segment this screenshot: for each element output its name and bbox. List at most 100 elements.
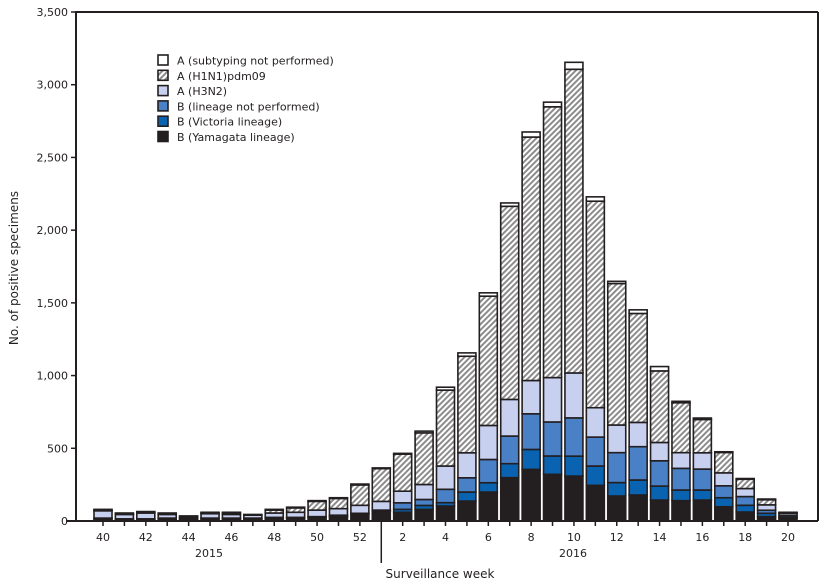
bar-week-12 [606,280,627,522]
bar-segment-a-h3n2- [671,451,691,470]
bar-segment-b-lineage-not-performed- [457,477,477,493]
legend-label: B (Victoria lineage) [177,116,282,129]
bar-segment-b-lineage-not-performed- [692,468,713,491]
bar-week-13 [628,309,648,522]
bar-segment-a-subtyping-not-performed- [200,511,220,514]
bar-segment-a-subtyping-not-performed- [157,512,178,515]
bar-week-51 [328,496,349,522]
bar-segment-a-h3n2- [606,424,627,454]
bar-week-40 [93,508,113,522]
bar-segment-b-yamagata-lineage- [371,510,392,522]
bar-segment-a-h1n1-pdm09 [735,478,755,490]
bar-week-48 [264,508,285,522]
bar-week-49 [285,506,306,522]
bar-segment-b-lineage-not-performed- [671,467,691,491]
bar-segment-a-subtyping-not-performed- [606,280,627,285]
bar-segment-b-yamagata-lineage- [542,473,563,522]
plot-frame [76,11,819,521]
bar-segment-b-yamagata-lineage- [671,499,691,522]
bar-segment-b-lineage-not-performed- [478,458,499,484]
bar-segment-b-victoria-lineage- [564,455,584,477]
bar-segment-a-h3n2- [328,507,349,516]
bar-segment-b-lineage-not-performed- [628,445,648,481]
bar-week-20 [778,511,798,522]
y-tick-label: 2,000 [37,224,69,237]
bar-week-15 [671,400,691,522]
bar-segment-a-h1n1-pdm09 [713,451,734,474]
x-tick-label: 12 [610,531,624,544]
bar-segment-a-h1n1-pdm09 [328,497,349,510]
bar-segment-a-subtyping-not-performed- [328,496,349,500]
bar-segment-a-h1n1-pdm09 [564,68,584,374]
y-tick-label: 3,000 [37,79,69,92]
x-tick-label: 4 [442,531,449,544]
legend-swatch [157,115,169,127]
bar-segment-b-victoria-lineage- [606,481,627,497]
x-tick-label: 14 [653,531,667,544]
bar-segment-b-lineage-not-performed- [735,495,755,507]
bar-segment-a-h1n1-pdm09 [671,401,691,454]
y-tick-label: 1,500 [37,297,69,310]
bar-segment-a-h3n2- [371,500,392,511]
bar-segment-a-h1n1-pdm09 [435,389,456,467]
legend-item: B (Yamagata lineage) [157,130,295,144]
bar-segment-a-subtyping-not-performed- [285,506,306,509]
bar-segment-a-subtyping-not-performed- [392,452,413,455]
legend-label: B (lineage not performed) [177,100,320,113]
bar-segment-a-subtyping-not-performed- [628,309,648,315]
bar-segment-a-h1n1-pdm09 [649,370,670,444]
legend-label: B (Yamagata lineage) [177,131,295,144]
bar-segment-b-yamagata-lineage- [606,495,627,522]
y-axis-label: No. of positive specimens [7,191,21,345]
legend-label: A (H1N1)pdm09 [177,70,266,83]
x-tick-label: 42 [139,531,153,544]
bar-segment-b-yamagata-lineage- [457,500,477,522]
bar-week-4 [435,386,456,522]
bar-week-1 [371,467,392,522]
x-axis-label: Surveillance week [386,567,495,581]
bar-segment-a-subtyping-not-performed- [178,515,199,518]
legend: A (subtyping not performed) A (H1N1)pdm09… [157,54,334,144]
legend-swatch [157,130,169,143]
bar-segment-a-subtyping-not-performed- [499,202,520,208]
bar-segment-a-h3n2- [692,451,713,470]
bar-segment-b-lineage-not-performed- [414,498,434,507]
x-tick-label: 50 [310,531,324,544]
y-tick-label: 0 [61,515,68,528]
bar-segment-b-yamagata-lineage- [499,476,520,522]
bar-week-18 [735,477,755,522]
bar-segment-a-subtyping-not-performed- [435,386,456,391]
bars [93,61,798,522]
bar-segment-a-h1n1-pdm09 [457,355,477,454]
bar-segment-b-yamagata-lineage- [478,491,499,522]
legend-swatch [157,100,169,112]
legend-item: B (lineage not performed) [157,100,320,113]
bar-week-43 [157,512,178,522]
bar-segment-a-subtyping-not-performed- [221,511,242,514]
bar-segment-b-victoria-lineage- [478,481,499,493]
x-tick-label: 46 [224,531,238,544]
legend-item: B (Victoria lineage) [157,115,282,129]
legend-swatch [157,69,169,82]
x-tick-label: 10 [567,531,581,544]
bar-segment-a-h3n2- [735,487,755,498]
bar-week-46 [221,511,242,522]
bar-segment-b-victoria-lineage- [671,489,691,502]
bar-segment-b-yamagata-lineage- [414,508,434,522]
bar-week-17 [713,450,734,522]
bar-segment-a-h3n2- [350,504,370,515]
bar-segment-a-subtyping-not-performed- [585,196,606,203]
bar-segment-b-yamagata-lineage- [713,505,734,522]
bar-segment-a-h1n1-pdm09 [521,136,541,382]
bar-segment-a-h1n1-pdm09 [478,295,499,427]
x-tick-label: 16 [695,531,709,544]
bar-segment-b-yamagata-lineage- [735,511,755,522]
x-tick-label: 48 [267,531,281,544]
bar-segment-b-yamagata-lineage- [649,499,670,522]
bar-segment-b-lineage-not-performed- [606,451,627,484]
bar-segment-a-subtyping-not-performed- [478,292,499,297]
bar-segment-a-h1n1-pdm09 [692,418,713,454]
bar-segment-b-victoria-lineage- [692,489,713,501]
bar-segment-a-subtyping-not-performed- [457,352,477,358]
